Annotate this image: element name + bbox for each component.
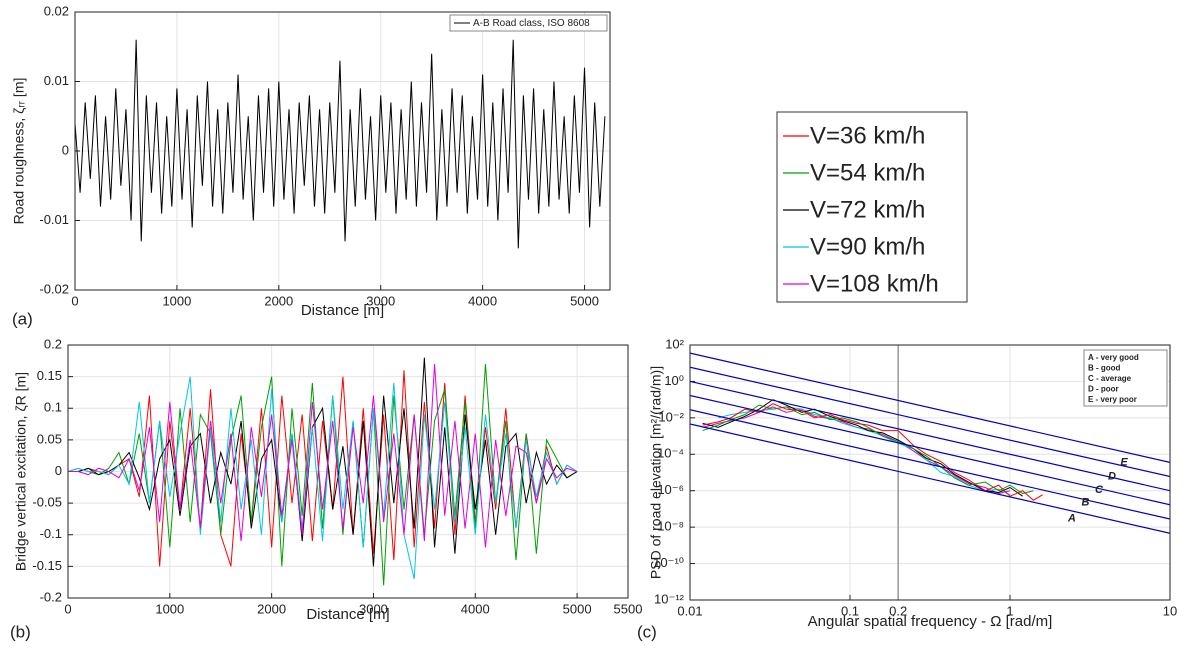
x-tick-label: 4000 bbox=[468, 293, 497, 308]
y-tick-label: -0.05 bbox=[32, 495, 62, 510]
series-line bbox=[68, 370, 578, 567]
y-tick-label: 0.1 bbox=[44, 400, 62, 415]
legend-label: C - average bbox=[1088, 374, 1132, 383]
class-line bbox=[690, 409, 1170, 520]
x-tick-label: 0.2 bbox=[889, 603, 907, 618]
legend-label: V=90 km/h bbox=[810, 233, 925, 260]
legend-label: D - poor bbox=[1088, 385, 1119, 394]
x-axis-label: Distance [m] bbox=[301, 302, 384, 319]
axes-frame bbox=[67, 344, 629, 599]
y-tick-label: 10⁻⁴ bbox=[657, 446, 684, 461]
x-axis-label: Angular spatial frequency - Ω [rad/m] bbox=[808, 613, 1053, 630]
panel-label: (b) bbox=[10, 622, 31, 641]
legend-label: V=36 km/h bbox=[810, 122, 925, 149]
x-tick-label: 0 bbox=[64, 601, 71, 616]
legend-box bbox=[776, 111, 968, 303]
class-line bbox=[690, 380, 1170, 492]
class-label: C bbox=[1095, 484, 1104, 496]
y-axis-label: Road roughness, ζᵣᵣ [m] bbox=[11, 78, 27, 225]
x-tick-label: 10 bbox=[1163, 603, 1177, 618]
legend-label: V=54 km/h bbox=[810, 159, 925, 186]
plot-content bbox=[75, 39, 606, 249]
x-tick-label: 4000 bbox=[461, 601, 490, 616]
y-tick-label: 10⁻⁸ bbox=[657, 519, 684, 534]
legend-box bbox=[1083, 349, 1168, 407]
y-tick-label: -0.1 bbox=[40, 526, 62, 541]
panel-label: (c) bbox=[637, 622, 657, 641]
y-tick-label: 0.02 bbox=[44, 3, 69, 18]
series-line bbox=[68, 363, 578, 548]
y-tick-label: 10⁰ bbox=[664, 373, 684, 388]
plot-content bbox=[690, 345, 1170, 600]
series-line bbox=[702, 404, 1034, 495]
class-line bbox=[690, 352, 1170, 463]
x-tick-label: 0.1 bbox=[841, 603, 859, 618]
y-tick-label: 0.15 bbox=[37, 368, 62, 383]
y-tick-label: -0.02 bbox=[39, 281, 69, 296]
axes-frame bbox=[74, 11, 611, 291]
legend-label: A-B Road class, ISO 8608 bbox=[473, 18, 590, 29]
y-tick-label: -0.2 bbox=[40, 589, 62, 604]
y-tick-label: 10⁻¹⁰ bbox=[653, 555, 684, 570]
legend-label: E - very poor bbox=[1088, 395, 1137, 404]
y-tick-label: 0.2 bbox=[44, 336, 62, 351]
axes-frame bbox=[689, 344, 1171, 601]
x-tick-label: 0 bbox=[71, 293, 78, 308]
series-line bbox=[702, 403, 1043, 501]
series-line bbox=[718, 406, 1011, 496]
y-tick-label: 0 bbox=[62, 142, 69, 157]
plot-content bbox=[68, 357, 578, 586]
series-line bbox=[75, 39, 606, 249]
y-tick-label: 10² bbox=[665, 336, 684, 351]
y-tick-label: 10⁻⁶ bbox=[657, 482, 684, 497]
x-tick-label: 1000 bbox=[162, 293, 191, 308]
y-tick-label: 10⁻² bbox=[658, 409, 684, 424]
legend-label: B - good bbox=[1088, 364, 1121, 373]
x-tick-label: 3000 bbox=[366, 293, 395, 308]
x-tick-label: 1 bbox=[1006, 603, 1013, 618]
class-label: E bbox=[1120, 456, 1128, 468]
legend-box bbox=[449, 14, 608, 32]
x-tick-label: 2000 bbox=[264, 293, 293, 308]
y-tick-label: -0.01 bbox=[39, 212, 69, 227]
class-label: A bbox=[1067, 512, 1076, 524]
class-line bbox=[690, 423, 1170, 534]
y-axis-label: PSD of road elevation [m²/(rad/m)] bbox=[648, 366, 664, 579]
legend-label: A - very good bbox=[1088, 353, 1139, 362]
x-tick-label: 5000 bbox=[570, 293, 599, 308]
x-tick-label: 5500 bbox=[614, 601, 643, 616]
x-axis-label: Distance [m] bbox=[306, 606, 389, 623]
y-tick-label: 0.05 bbox=[37, 431, 62, 446]
y-axis-label: Bridge vertical excitation, ζR [m] bbox=[13, 372, 29, 571]
x-tick-label: 0.01 bbox=[677, 603, 702, 618]
x-tick-label: 3000 bbox=[359, 601, 388, 616]
legend-label: V=72 km/h bbox=[810, 196, 925, 223]
y-tick-label: -0.15 bbox=[32, 558, 62, 573]
class-line bbox=[690, 366, 1170, 478]
legend-label: V=108 km/h bbox=[810, 270, 939, 297]
y-tick-label: 10⁻¹² bbox=[654, 591, 685, 606]
y-tick-label: 0 bbox=[55, 463, 62, 478]
panel-label: (a) bbox=[12, 309, 33, 328]
class-label: D bbox=[1108, 470, 1116, 482]
y-tick-label: 0.01 bbox=[44, 73, 69, 88]
class-label: B bbox=[1082, 497, 1090, 509]
x-tick-label: 2000 bbox=[257, 601, 286, 616]
series-line bbox=[68, 357, 578, 567]
class-line bbox=[690, 394, 1170, 506]
x-tick-label: 1000 bbox=[155, 601, 184, 616]
x-tick-label: 5000 bbox=[563, 601, 592, 616]
